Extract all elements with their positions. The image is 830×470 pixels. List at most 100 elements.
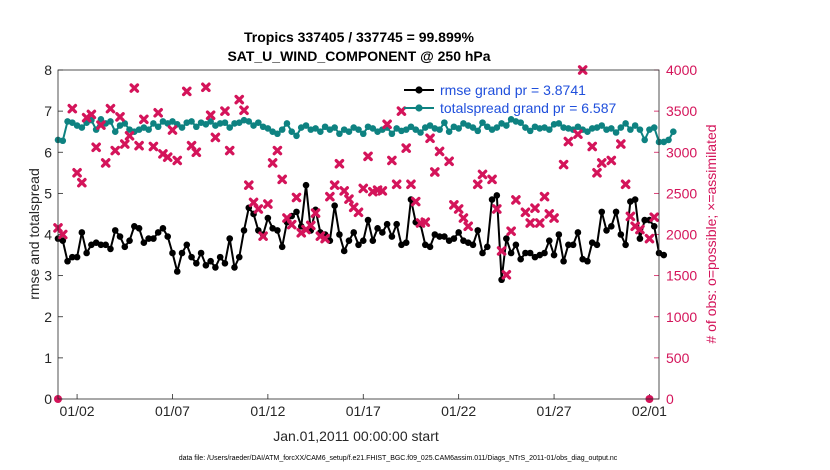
obs-assimilated-point	[119, 139, 130, 149]
obs-assimilated-point	[377, 186, 388, 196]
left-tick-label: 3	[44, 268, 52, 284]
left-tick-label: 0	[44, 391, 52, 407]
obs-assimilated-point	[453, 204, 464, 214]
rmse-point	[111, 227, 119, 234]
rmse-point	[355, 241, 362, 249]
right-tick-label: 0	[666, 391, 674, 407]
rmse-point	[107, 245, 114, 253]
rmse-point	[240, 227, 248, 234]
obs-assimilated-point	[506, 226, 516, 237]
obs-assimilated-point	[492, 204, 502, 214]
rmse-point	[116, 233, 124, 240]
rmse-point	[193, 259, 200, 267]
right-tick-label: 2000	[666, 227, 697, 243]
rmse-point	[264, 214, 272, 222]
rmse-point	[207, 257, 214, 265]
obs-assimilated-point	[573, 129, 583, 139]
rmse-point	[140, 239, 148, 247]
rmse-point	[197, 249, 205, 257]
obs-assimilated-point	[191, 147, 202, 158]
obs-assimilated-point	[596, 158, 607, 168]
y-axis-label-left: rmse and totalspread	[26, 168, 42, 300]
spread-point	[555, 120, 563, 127]
obs-assimilated-point	[587, 141, 598, 152]
spread-point	[479, 119, 486, 126]
obs-assimilated-point	[148, 141, 159, 152]
obs-assimilated-point	[124, 131, 135, 141]
rmse-point	[364, 216, 372, 224]
rmse-point	[479, 249, 486, 257]
obs-assimilated-point	[334, 158, 345, 169]
obs-assimilated-point	[525, 218, 536, 228]
spread-point	[355, 126, 362, 133]
x-tick-label: 01/02	[60, 403, 95, 419]
obs-assimilated-point	[396, 106, 407, 116]
spread-point	[278, 126, 286, 133]
spread-point	[69, 119, 76, 126]
spread-point	[274, 130, 281, 138]
obs-assimilated-point	[472, 179, 483, 190]
spread-point	[288, 128, 296, 135]
rmse-point	[278, 243, 286, 251]
data-file-footnote: data file: /Users/raeder/DAI/ATM_forcXX/…	[179, 455, 618, 462]
rmse-point	[336, 231, 343, 238]
obs-assimilated-point	[153, 107, 163, 118]
rmse-point	[150, 235, 157, 242]
left-tick-label: 5	[44, 185, 52, 201]
obs-assimilated-point	[649, 212, 660, 223]
spread-point	[121, 120, 129, 127]
left-tick-label: 1	[44, 350, 52, 366]
rmse-point	[522, 249, 529, 257]
obs-assimilated-point	[458, 213, 469, 223]
rmse-point	[359, 237, 367, 244]
rmse-point	[188, 253, 195, 261]
obs-assimilated-series	[53, 65, 660, 280]
spread-point	[641, 136, 648, 144]
spread-point	[670, 128, 677, 135]
rmse-point	[231, 264, 238, 271]
obs-assimilated-point	[420, 217, 431, 227]
rmse-point	[169, 249, 176, 257]
rmse-point	[565, 241, 572, 249]
obs-assimilated-point	[520, 207, 531, 218]
rmse-point	[135, 225, 143, 232]
legend-marker-spread	[415, 104, 423, 112]
obs-assimilated-point	[434, 146, 445, 157]
spread-point	[426, 122, 434, 129]
spread-point	[245, 118, 253, 125]
spread-point	[608, 125, 615, 132]
spread-point	[388, 130, 396, 138]
obs-assimilated-point	[496, 246, 507, 256]
spread-point	[445, 128, 453, 135]
spread-point	[493, 124, 501, 131]
left-tick-label: 8	[44, 62, 52, 78]
spread-point	[293, 132, 300, 140]
spread-point	[455, 125, 462, 132]
rmse-point	[73, 253, 81, 261]
rmse-point	[164, 233, 172, 240]
spread-point	[207, 118, 214, 125]
rmse-point	[598, 208, 606, 216]
rmse-point	[159, 225, 167, 232]
obs-assimilated-point	[310, 208, 321, 218]
rmse-point	[69, 253, 76, 261]
rmse-point	[102, 241, 109, 249]
obs-assimilated-point	[592, 168, 602, 178]
obs-assimilated-point	[129, 83, 140, 93]
rmse-point	[636, 235, 644, 242]
rmse-point	[469, 241, 477, 249]
rmse-point	[212, 264, 219, 271]
rmse-point	[64, 257, 71, 265]
obs-assimilated-point	[72, 168, 82, 178]
rmse-point	[97, 241, 105, 249]
spread-point	[283, 120, 291, 127]
rmse-point	[393, 220, 400, 228]
obs-assimilated-point	[224, 145, 235, 156]
spread-point	[145, 126, 152, 133]
spread-point	[154, 123, 162, 131]
legend-label-rmse: rmse grand pr = 3.8741	[440, 82, 586, 98]
rmse-point	[235, 253, 243, 261]
spread-point	[169, 118, 176, 125]
rmse-point	[331, 202, 338, 210]
